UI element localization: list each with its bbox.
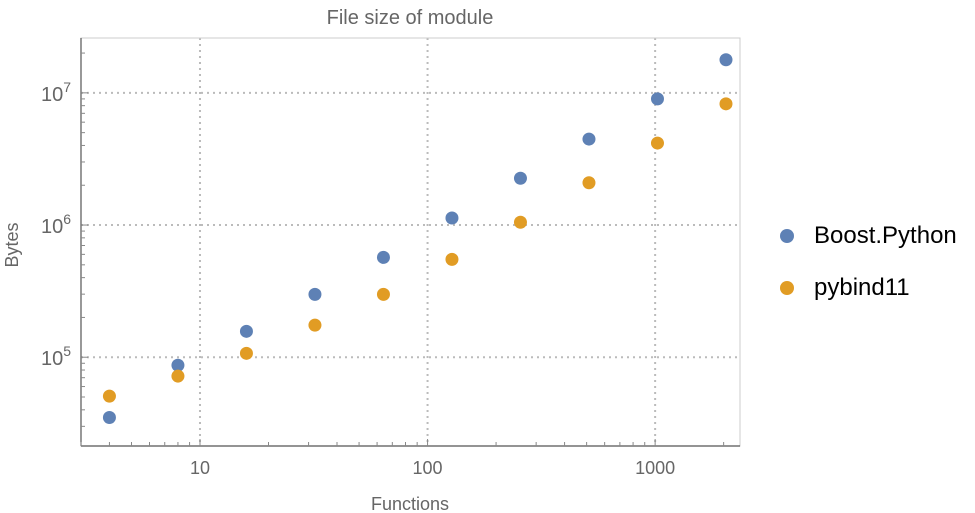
y-axis-label: Bytes xyxy=(2,222,22,267)
plot-frame xyxy=(80,37,741,447)
legend-item-boost-python: Boost.Python xyxy=(780,220,957,252)
data-point-boost-python xyxy=(650,92,664,106)
data-point-pybind11 xyxy=(513,215,527,229)
legend-marker xyxy=(780,281,794,295)
data-point-pybind11 xyxy=(376,287,390,301)
data-point-boost-python xyxy=(719,53,733,67)
legend-item-pybind11: pybind11 xyxy=(780,272,957,304)
data-point-pybind11 xyxy=(239,346,253,360)
x-tick-label: 1000 xyxy=(635,458,675,478)
y-tick-label: 105 xyxy=(41,343,71,370)
data-point-boost-python xyxy=(171,358,185,372)
x-axis-label: Functions xyxy=(371,494,449,513)
x-tick-label: 100 xyxy=(413,458,443,478)
data-point-pybind11 xyxy=(102,389,116,403)
data-point-boost-python xyxy=(513,171,527,185)
y-tick-label: 107 xyxy=(41,79,71,106)
data-point-pybind11 xyxy=(445,252,459,266)
chart-title: File size of module xyxy=(327,7,494,29)
data-point-boost-python xyxy=(308,287,322,301)
legend-marker xyxy=(780,229,794,243)
x-tick-label: 10 xyxy=(190,458,210,478)
legend-label: pybind11 xyxy=(814,274,910,301)
data-point-boost-python xyxy=(239,324,253,338)
data-point-pybind11 xyxy=(582,176,596,190)
data-point-pybind11 xyxy=(171,369,185,383)
data-point-pybind11 xyxy=(308,318,322,332)
legend: Boost.Python pybind11 xyxy=(780,220,957,324)
legend-label: Boost.Python xyxy=(814,222,957,249)
data-point-boost-python xyxy=(102,410,116,424)
data-point-boost-python xyxy=(376,250,390,264)
y-tick-label: 106 xyxy=(41,211,71,238)
data-point-pybind11 xyxy=(650,136,664,150)
data-point-boost-python xyxy=(445,211,459,225)
data-point-boost-python xyxy=(582,132,596,146)
data-point-pybind11 xyxy=(719,97,733,111)
